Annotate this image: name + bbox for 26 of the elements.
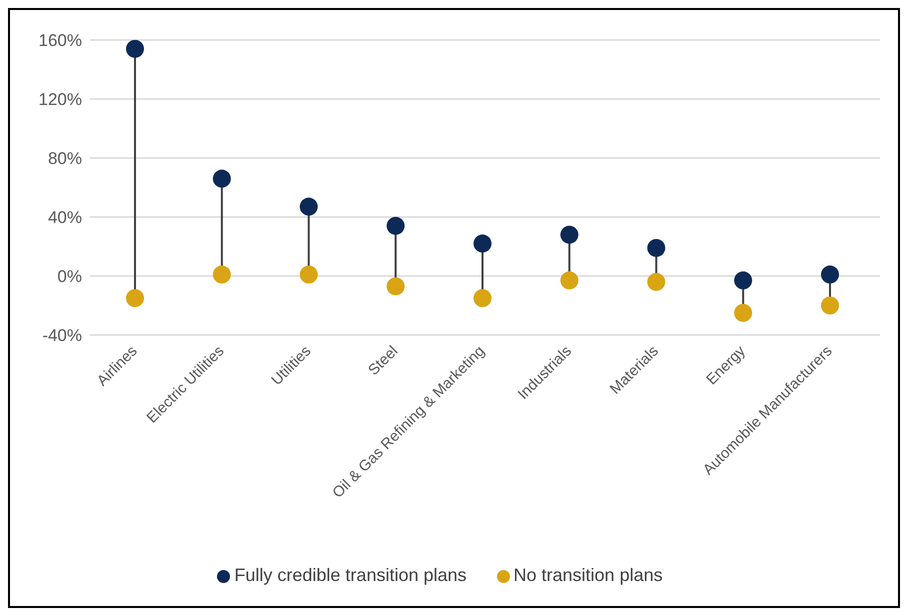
- legend-label: No transition plans: [514, 565, 663, 585]
- y-tick-label: 40%: [48, 208, 82, 228]
- point: [821, 296, 839, 314]
- y-tick-label: 120%: [38, 90, 82, 110]
- y-tick-label: 0%: [57, 267, 82, 286]
- y-tick-label: 80%: [48, 149, 82, 168]
- legend-label: Fully credible transition plans: [234, 565, 467, 585]
- point: [300, 198, 318, 216]
- point: [821, 266, 839, 284]
- y-tick-label: 160%: [38, 31, 82, 50]
- y-tick-label: -40%: [42, 326, 82, 346]
- point: [474, 234, 492, 253]
- point: [560, 226, 578, 244]
- point: [734, 304, 752, 322]
- point: [212, 170, 231, 188]
- point: [300, 266, 318, 284]
- point: [560, 271, 578, 290]
- point: [474, 289, 492, 308]
- point: [126, 289, 144, 308]
- point: [386, 277, 405, 296]
- point: [386, 216, 405, 235]
- point: [126, 40, 144, 58]
- point: [734, 271, 752, 290]
- point: [647, 272, 666, 291]
- point: [647, 238, 666, 257]
- point: [212, 266, 231, 284]
